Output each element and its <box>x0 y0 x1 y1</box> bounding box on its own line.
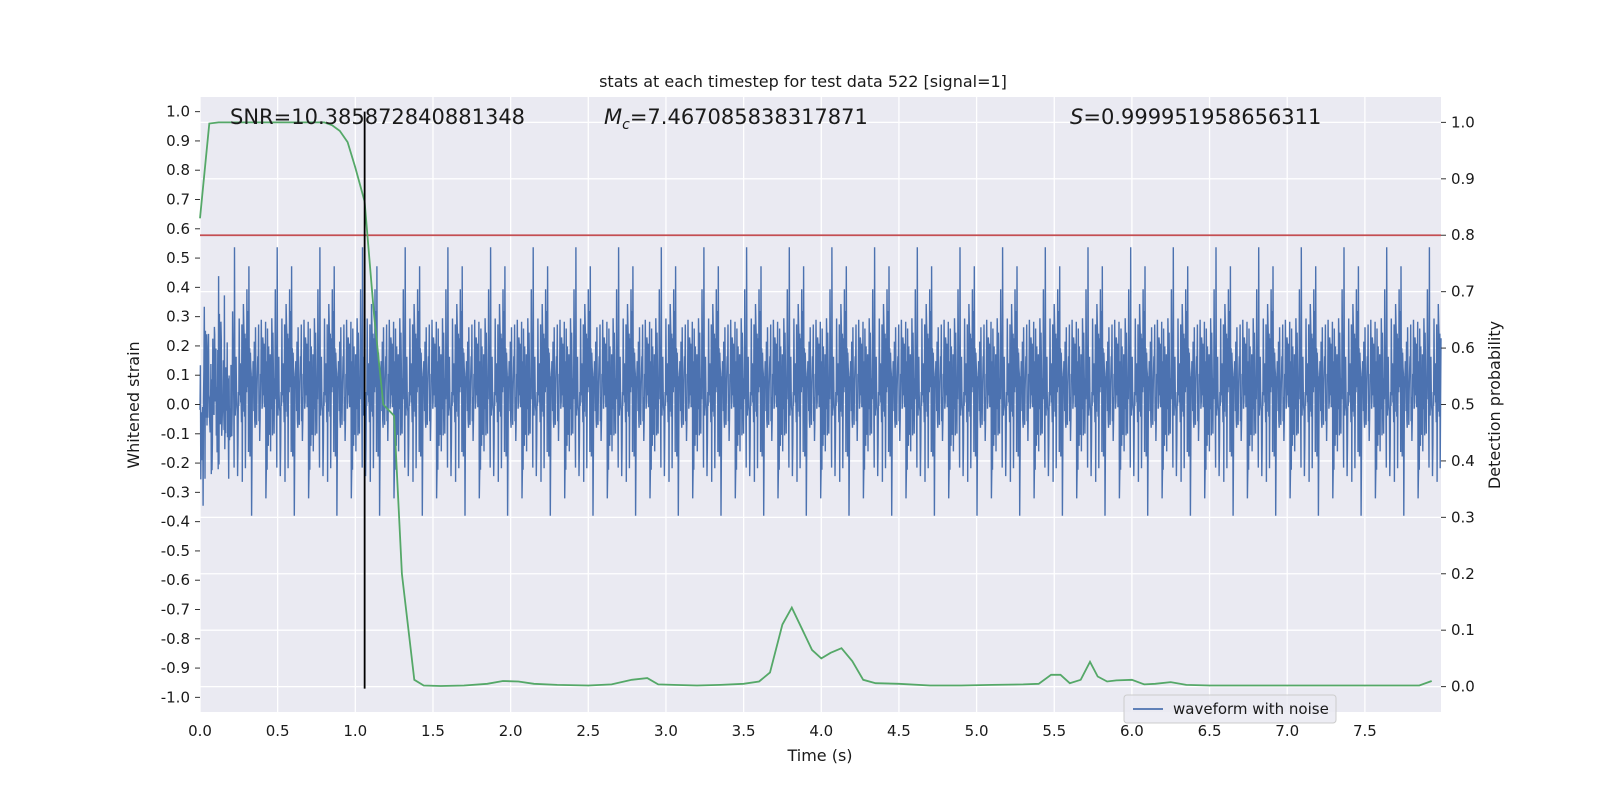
right-y-tick-label: 0.4 <box>1451 452 1475 470</box>
chirp-mass-symbol: M <box>604 105 622 129</box>
x-tick-label: 5.0 <box>965 722 989 740</box>
left-y-tick-label: 0.5 <box>166 249 190 267</box>
right-y-tick-label: 0.1 <box>1451 621 1475 639</box>
left-y-tick-label: -0.7 <box>161 601 190 619</box>
legend: waveform with noise <box>1123 694 1337 724</box>
x-tick-label: 1.0 <box>343 722 367 740</box>
left-y-axis-label: Whitened strain <box>124 341 143 468</box>
left-y-tick-label: 0.3 <box>166 308 190 326</box>
left-y-tick-label: -0.1 <box>161 425 190 443</box>
left-y-tick-label: 0.7 <box>166 191 190 209</box>
left-y-tick-label: -0.9 <box>161 659 190 677</box>
x-tick-label: 3.0 <box>654 722 678 740</box>
detection-statistic-annotation: S=0.999951958656311 <box>1070 105 1321 129</box>
left-y-tick-label: -0.3 <box>161 483 190 501</box>
left-y-tick-label: 0.8 <box>166 161 190 179</box>
chart-title: stats at each timestep for test data 522… <box>599 72 1007 91</box>
left-y-tick-label: -1.0 <box>161 688 190 706</box>
x-tick-label: 0.0 <box>188 722 212 740</box>
right-y-tick-label: 0.7 <box>1451 283 1475 301</box>
x-tick-label: 6.5 <box>1198 722 1222 740</box>
left-y-tick-label: -0.2 <box>161 454 190 472</box>
left-y-tick-label: 1.0 <box>166 103 190 121</box>
x-tick-label: 6.0 <box>1120 722 1144 740</box>
x-tick-label: 2.5 <box>576 722 600 740</box>
left-y-tick-label: 0.9 <box>166 132 190 150</box>
waveform-with-noise-series <box>199 247 1442 516</box>
chirp-mass-value: =7.467085838317871 <box>630 105 868 129</box>
right-y-axis-ticks: 1.0 0.9 0.8 0.7 0.6 0.5 0.4 0.3 0.2 0.1 0.0 <box>1441 113 1475 696</box>
left-y-axis-ticks: 1.0 0.9 0.8 0.7 0.6 0.5 0.4 0.3 0.2 0.1 0.0 -0.1 -0.… <box>161 103 200 706</box>
x-tick-label: 7.0 <box>1275 722 1299 740</box>
left-y-tick-label: -0.6 <box>161 571 190 589</box>
x-tick-label: 2.0 <box>499 722 523 740</box>
left-y-tick-label: 0.6 <box>166 220 190 238</box>
right-y-tick-label: 1.0 <box>1451 113 1475 131</box>
snr-annotation: SNR=10.385872840881348 <box>230 105 525 129</box>
x-tick-label: 4.5 <box>887 722 911 740</box>
left-y-tick-label: -0.4 <box>161 513 190 531</box>
right-y-tick-label: 0.2 <box>1451 565 1475 583</box>
right-y-axis-label: Detection probability <box>1485 321 1504 489</box>
right-y-tick-label: 0.9 <box>1451 170 1475 188</box>
right-y-tick-label: 0.6 <box>1451 339 1475 357</box>
x-axis-ticks: 0.0 0.5 1.0 1.5 2.0 2.5 3.0 3.5 4.0 4.5 5.0 5.5 6.0 6… <box>188 722 1377 740</box>
x-tick-label: 1.5 <box>421 722 445 740</box>
legend-label-waveform: waveform with noise <box>1173 700 1329 718</box>
chirp-mass-annotation: Mc=7.467085838317871 <box>604 105 868 133</box>
statistic-symbol: S <box>1070 105 1083 129</box>
x-tick-label: 7.5 <box>1353 722 1377 740</box>
right-y-tick-label: 0.0 <box>1451 678 1475 696</box>
right-y-tick-label: 0.5 <box>1451 396 1475 414</box>
right-y-tick-label: 0.3 <box>1451 508 1475 526</box>
x-tick-label: 0.5 <box>266 722 290 740</box>
statistic-value: =0.999951958656311 <box>1083 105 1321 129</box>
detection-probability-series <box>199 121 1433 687</box>
x-tick-label: 5.5 <box>1042 722 1066 740</box>
left-y-tick-label: 0.2 <box>166 337 190 355</box>
right-y-tick-label: 0.8 <box>1451 226 1475 244</box>
x-axis-label: Time (s) <box>786 746 852 765</box>
left-y-tick-label: -0.5 <box>161 542 190 560</box>
left-y-tick-label: 0.0 <box>166 396 190 414</box>
x-tick-label: 4.0 <box>809 722 833 740</box>
x-tick-label: 3.5 <box>732 722 756 740</box>
chirp-mass-subscript: c <box>622 117 630 133</box>
left-y-tick-label: 0.1 <box>166 366 190 384</box>
left-y-tick-label: -0.8 <box>161 630 190 648</box>
left-y-tick-label: 0.4 <box>166 278 190 296</box>
